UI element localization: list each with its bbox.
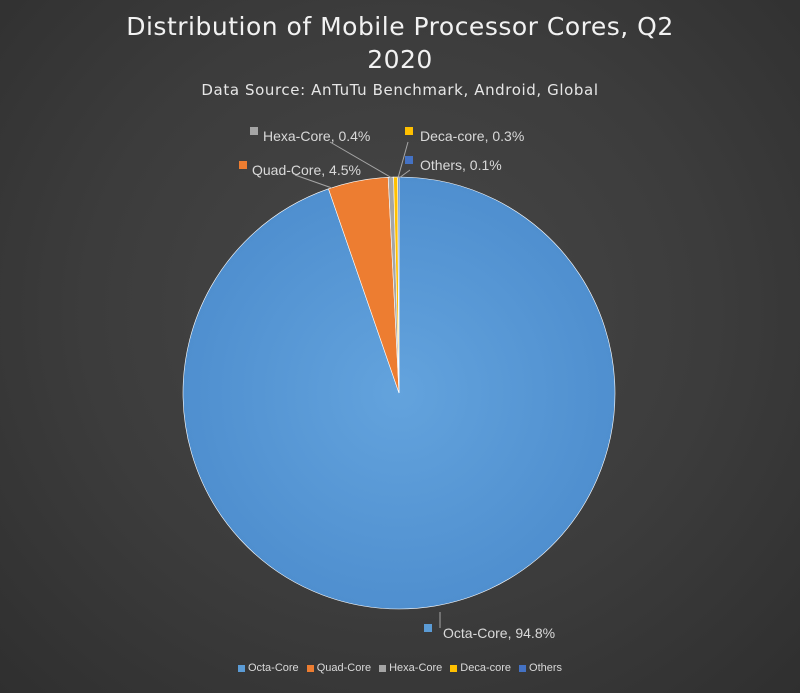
data-label-others: Others, 0.1% (420, 157, 502, 173)
chart-subtitle: Data Source: AnTuTu Benchmark, Android, … (201, 81, 599, 99)
data-label-swatch-octa-core (424, 624, 432, 632)
data-label-hexa-core: Hexa-Core, 0.4% (263, 128, 370, 144)
legend-item-deca-core: Deca-core (450, 662, 511, 674)
legend-label-others: Others (529, 662, 563, 674)
legend-label-octa-core: Octa-Core (247, 662, 299, 674)
leader-line-deca-core (397, 141, 409, 179)
legend-item-hexa-core: Hexa-Core (379, 662, 442, 674)
data-label-deca-core: Deca-core, 0.3% (420, 128, 524, 144)
leader-line-others (398, 169, 411, 179)
data-label-quad-core: Quad-Core, 4.5% (252, 162, 361, 178)
leader-line-hexa-core (329, 141, 393, 179)
data-label-swatch-others (405, 156, 413, 164)
legend-label-deca-core: Deca-core (460, 662, 512, 674)
chart-title: Distribution of Mobile Processor Cores, … (0, 10, 800, 76)
data-label-swatch-hexa-core (250, 127, 258, 135)
leader-line-quad-core (294, 174, 333, 189)
data-label-swatch-deca-core (405, 127, 413, 135)
pie-slice-octa-core (182, 176, 616, 610)
legend-label-quad-core: Quad-Core (316, 662, 372, 674)
chart-title-line-2: 2020 (367, 45, 433, 74)
legend-label-hexa-core: Hexa-Core (389, 662, 443, 674)
legend-swatch-octa-core (237, 664, 245, 672)
legend-swatch-deca-core (450, 664, 458, 672)
legend-item-quad-core: Quad-Core (306, 662, 372, 674)
data-label-swatch-quad-core (239, 161, 247, 169)
chart-title-line-1: Distribution of Mobile Processor Cores, … (126, 12, 674, 41)
legend-item-octa-core: Octa-Core (237, 662, 299, 674)
legend-swatch-others (519, 664, 527, 672)
legend-swatch-quad-core (306, 664, 314, 672)
legend: Octa-Core Quad-Core Hexa-Core Deca-core … (0, 662, 800, 674)
legend-item-others: Others (519, 662, 562, 674)
data-label-octa-core: Octa-Core, 94.8% (443, 625, 555, 641)
legend-swatch-hexa-core (379, 664, 387, 672)
